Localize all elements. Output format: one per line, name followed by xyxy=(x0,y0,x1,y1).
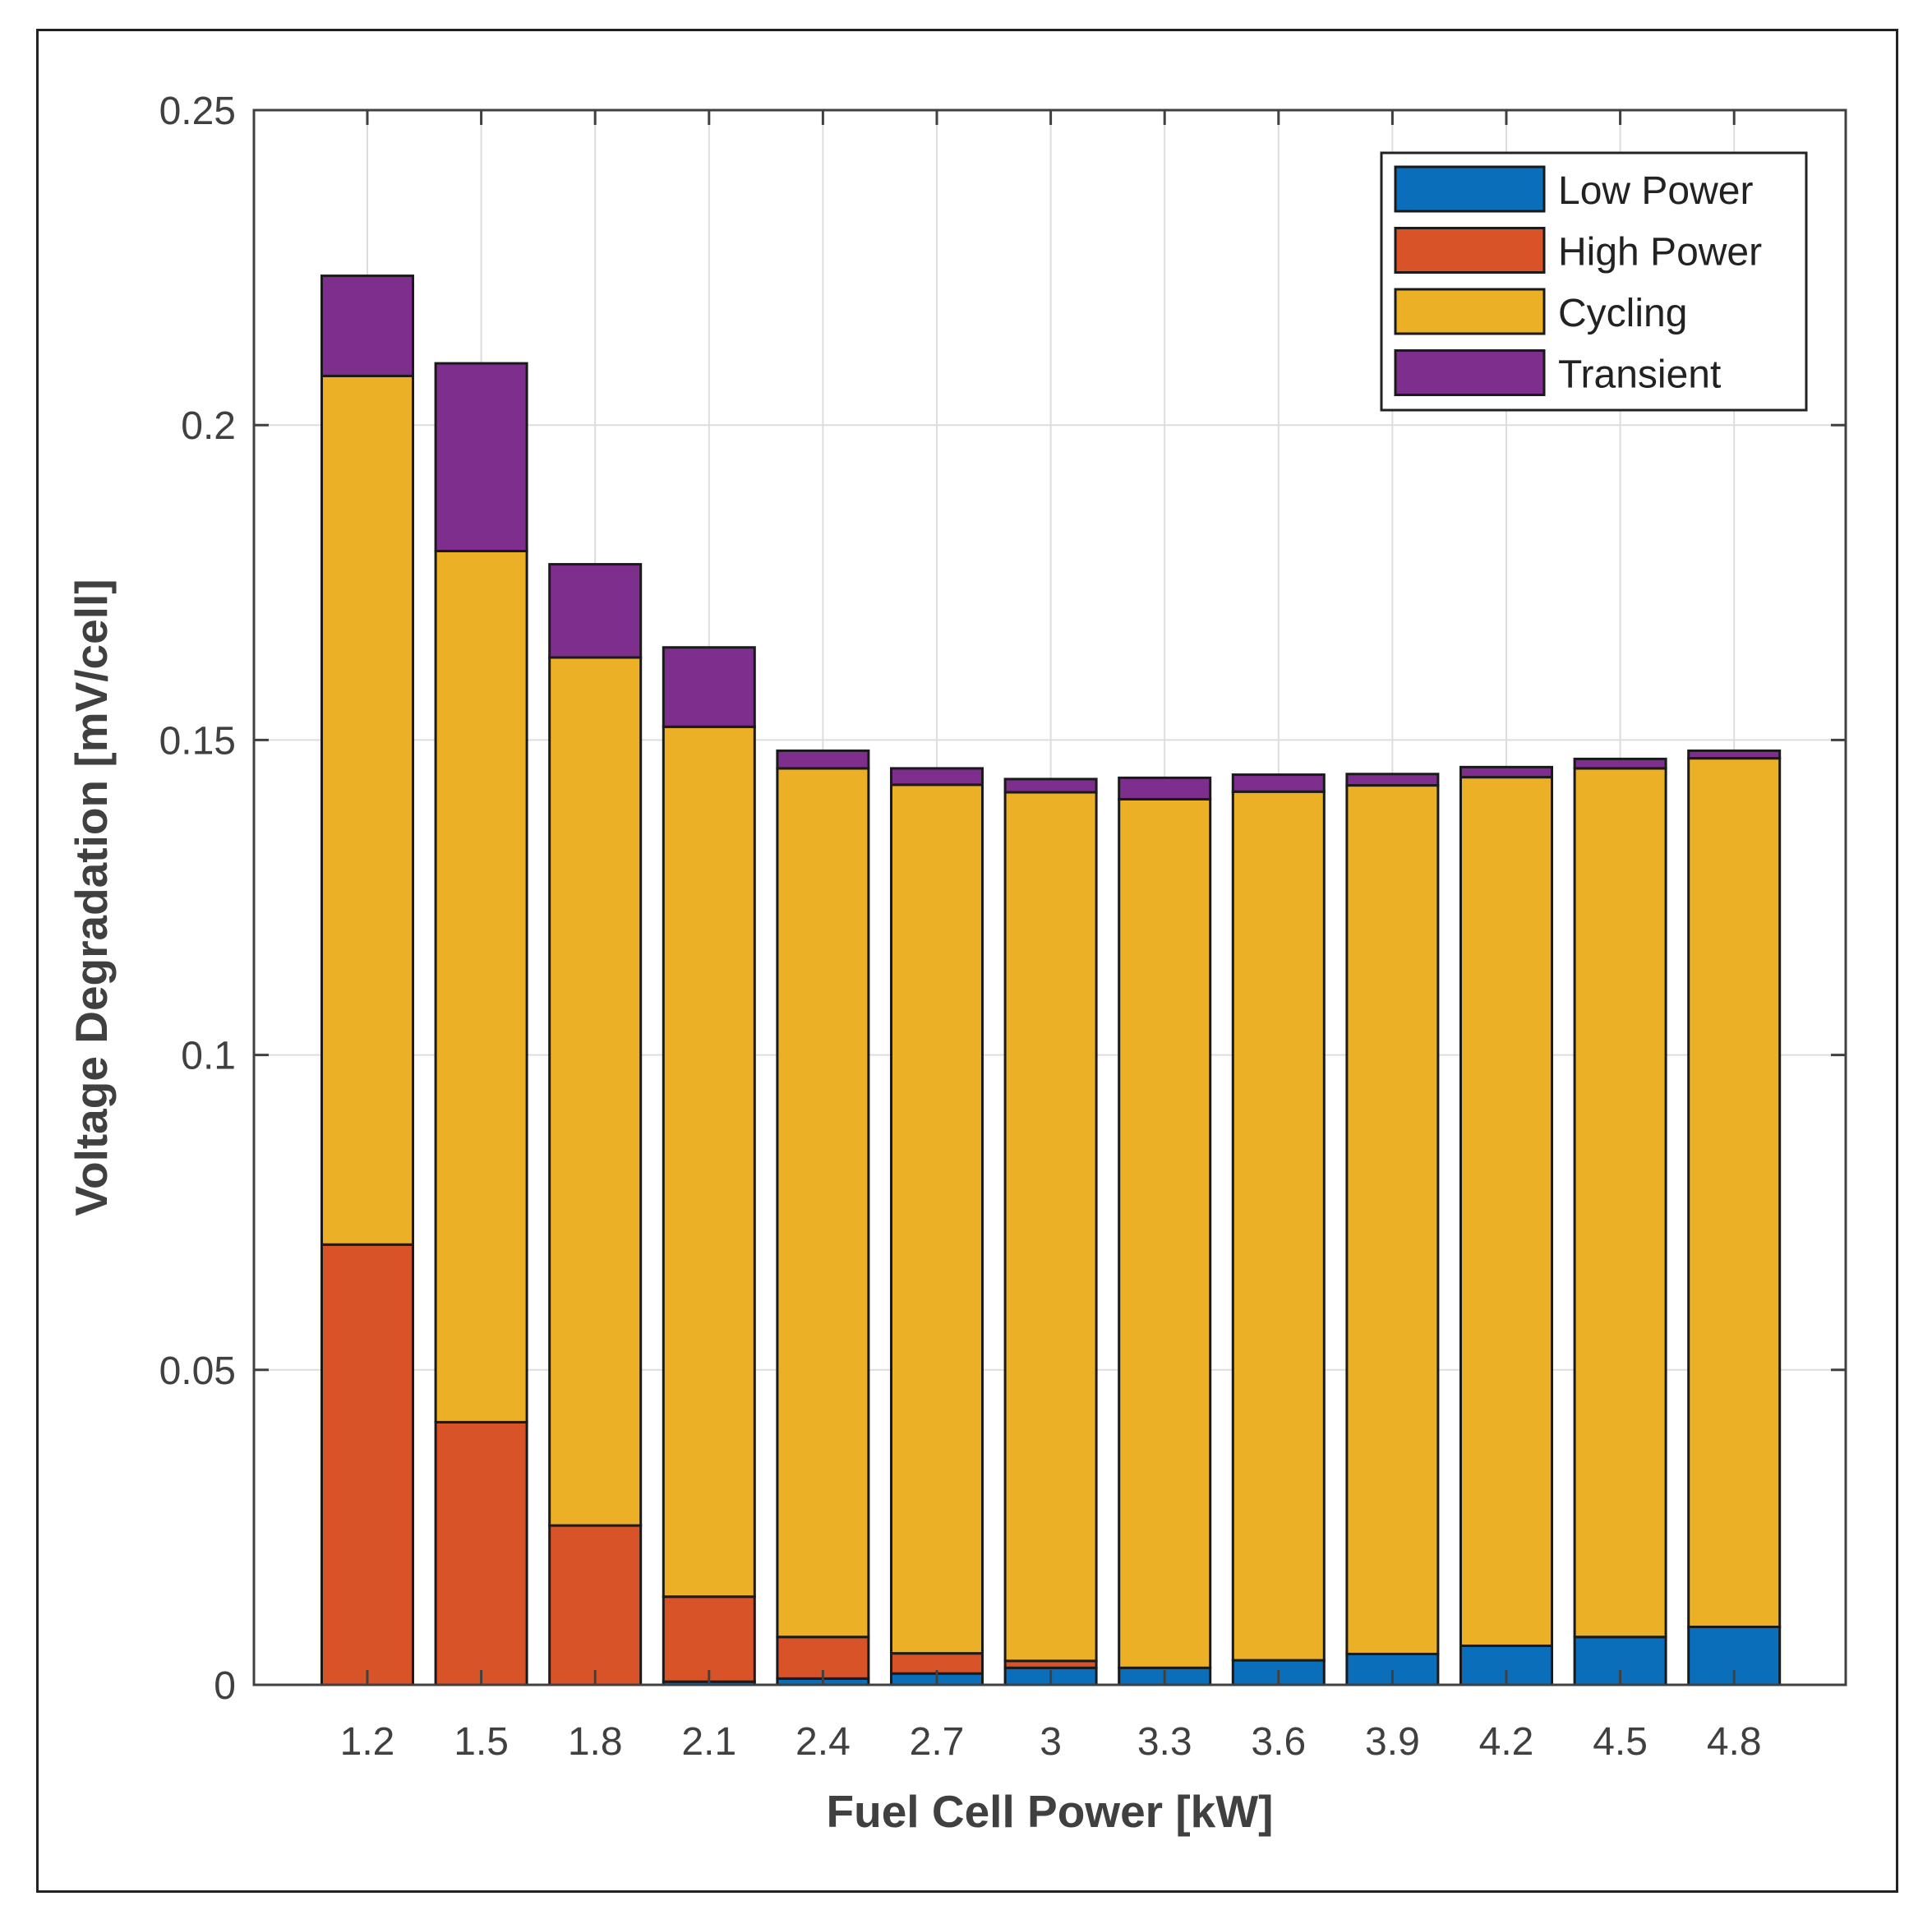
legend-swatch xyxy=(1394,227,1546,274)
bar-segment-transient xyxy=(1231,773,1326,793)
bar-segment-transient xyxy=(548,563,643,659)
x-tick-label: 3.9 xyxy=(1365,1720,1420,1764)
bar-segment-transient xyxy=(890,767,984,787)
x-tick-label: 2.4 xyxy=(795,1720,851,1764)
legend-swatch xyxy=(1394,288,1546,335)
x-tick-label: 3.6 xyxy=(1251,1720,1306,1764)
bar-segment-transient xyxy=(320,275,414,377)
bar-segment-cycling xyxy=(1459,776,1553,1647)
bars xyxy=(320,275,1782,1686)
x-tick-label: 4.8 xyxy=(1707,1720,1762,1764)
legend: Low Power High Power Cycling Transient xyxy=(1380,151,1808,412)
bar-segment-cycling xyxy=(1687,757,1782,1628)
bar-segment-cycling xyxy=(1118,797,1212,1669)
bar-segment-high-power xyxy=(662,1595,756,1683)
legend-swatch xyxy=(1394,349,1546,396)
x-tick-label: 4.5 xyxy=(1593,1720,1648,1764)
bar-segment-transient xyxy=(776,749,870,770)
y-tick-label: 0.05 xyxy=(159,1350,236,1393)
bar-segment-cycling xyxy=(1003,791,1098,1663)
bar-segment-cycling xyxy=(1231,790,1326,1662)
bar-segment-cycling xyxy=(776,767,870,1639)
x-tick-label: 2.1 xyxy=(681,1720,736,1764)
bar-segment-transient xyxy=(1003,777,1098,794)
y-tick-label: 0 xyxy=(214,1664,236,1708)
legend-label: High Power xyxy=(1558,231,1762,275)
bar-segment-transient xyxy=(1345,773,1440,787)
x-tick-label: 1.5 xyxy=(454,1720,509,1764)
bar-segment-cycling xyxy=(1345,784,1440,1655)
x-tick-label: 3 xyxy=(1040,1720,1062,1764)
bar-segment-high-power xyxy=(548,1524,643,1686)
x-tick-label: 2.7 xyxy=(910,1720,965,1764)
x-tick-label: 4.2 xyxy=(1479,1720,1534,1764)
axes-box xyxy=(252,108,1847,1686)
bar-segment-transient xyxy=(1118,776,1212,801)
bar-segment-high-power xyxy=(320,1243,414,1686)
bar-segment-cycling xyxy=(1573,767,1667,1639)
bar-segment-transient xyxy=(434,362,528,552)
x-tick-label: 1.8 xyxy=(568,1720,623,1764)
y-tick-label: 0.2 xyxy=(181,404,236,448)
legend-swatch xyxy=(1394,165,1546,213)
bar-segment-transient xyxy=(1459,765,1553,779)
x-tick-label: 3.3 xyxy=(1137,1720,1192,1764)
x-tick-label: 1.2 xyxy=(340,1720,395,1764)
figure-frame xyxy=(36,29,1898,1893)
y-tick-label: 0.25 xyxy=(159,90,236,133)
y-tick-label: 0.15 xyxy=(159,719,236,763)
bar-segment-high-power xyxy=(434,1420,528,1686)
legend-label: Transient xyxy=(1558,353,1721,397)
tick-labels: 0 0.05 0.1 0.15 0.2 0.25 1.2 1.5 1.8 2.1 2.4 2.7 3 3.… xyxy=(159,90,1762,1764)
y-axis-title: Voltage Degradation [mV/cell] xyxy=(66,579,117,1216)
y-tick-label: 0.1 xyxy=(181,1035,236,1078)
bar-segment-transient xyxy=(1687,749,1782,760)
legend-label: Cycling xyxy=(1558,292,1687,335)
legend-label: Low Power xyxy=(1558,169,1753,213)
bar-segment-transient xyxy=(662,646,756,728)
bar-segment-cycling xyxy=(548,656,643,1527)
bar-segment-cycling xyxy=(662,725,756,1599)
x-axis-title: Fuel Cell Power [kW] xyxy=(827,1786,1274,1837)
bar-segment-cycling xyxy=(890,783,984,1655)
bar-segment-cycling xyxy=(434,549,528,1423)
bar-segment-transient xyxy=(1573,757,1667,770)
bar-segment-cycling xyxy=(320,374,414,1246)
